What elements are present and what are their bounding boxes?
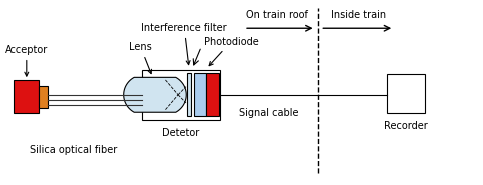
Bar (187, 73, 191, 116)
Text: Lens: Lens (129, 42, 152, 74)
Text: Photodiode: Photodiode (204, 37, 258, 66)
Bar (206, 73, 219, 116)
Text: Acceptor: Acceptor (5, 45, 48, 76)
PathPatch shape (124, 77, 186, 112)
Text: Signal cable: Signal cable (240, 108, 299, 118)
Bar (39, 86, 48, 108)
Bar (387, 74, 425, 113)
Bar (142, 70, 220, 120)
Text: On train roof: On train roof (246, 10, 308, 20)
Text: Recorder: Recorder (384, 121, 428, 131)
Text: Silica optical fiber: Silica optical fiber (29, 145, 117, 155)
Bar (194, 73, 206, 116)
Text: Interference filter: Interference filter (142, 23, 227, 65)
Text: Inside train: Inside train (331, 10, 386, 20)
Text: Detetor: Detetor (162, 128, 199, 138)
Bar (14, 80, 39, 113)
